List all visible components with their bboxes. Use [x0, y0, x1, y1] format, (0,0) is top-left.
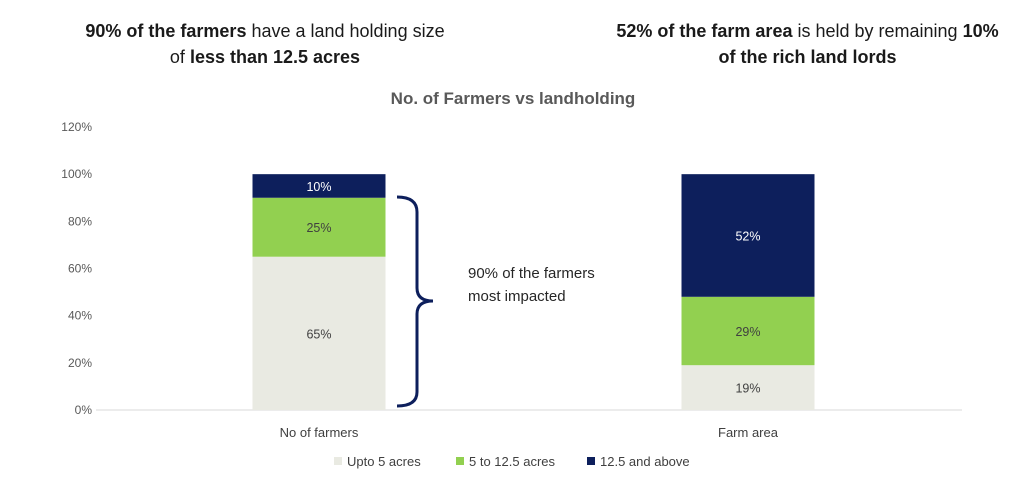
- headlines-right-line1-run: 52% of the farm area: [616, 21, 793, 41]
- y-axis-ticks: 0% 20% 40% 60% 80% 100% 120%: [61, 120, 92, 417]
- headlines-right-line1-run: is held by remaining: [792, 21, 963, 41]
- legend-label: 5 to 12.5 acres: [469, 454, 555, 469]
- y-tick-label: 0%: [75, 403, 93, 417]
- y-tick-label: 120%: [61, 120, 92, 134]
- annotation-line-1: 90% of the farmers: [468, 265, 595, 282]
- headline-right: 52% of the farm area is held by remainin…: [560, 18, 1024, 70]
- headline-left-line1: 90% of the farmers have a land holding s…: [40, 18, 490, 44]
- data-label: 65%: [306, 327, 331, 341]
- bar-segment: [252, 256, 386, 410]
- legend: Upto 5 acres 5 to 12.5 acres 12.5 and abov…: [334, 454, 690, 469]
- legend-swatch: [334, 457, 342, 465]
- headlines-left-line2-run: less than 12.5 acres: [189, 47, 361, 67]
- y-tick-label: 60%: [68, 262, 92, 276]
- y-tick-label: 80%: [68, 214, 92, 228]
- bar-segment: [681, 365, 815, 410]
- headlines-right-line1-run: 10%: [962, 21, 999, 41]
- headlines-right-line2-run: of the rich land lords: [718, 47, 897, 67]
- legend-swatch: [456, 457, 464, 465]
- chart-title: No. of Farmers vs landholding: [391, 89, 636, 108]
- y-tick-label: 100%: [61, 167, 92, 181]
- annotation-line-2: most impacted: [468, 288, 566, 305]
- bars: 65% 25% 10% 19% 29% 52%: [252, 174, 815, 410]
- legend-swatch: [587, 457, 595, 465]
- headline-left: 90% of the farmers have a land holding s…: [40, 18, 490, 70]
- headlines-left-line1-run: have a land holding size: [246, 21, 445, 41]
- headline-right-line2: of the rich land lords: [560, 44, 1024, 70]
- headlines-left-line2-run: of: [169, 47, 190, 67]
- bar-segment: [681, 296, 815, 366]
- bar-segment: [252, 174, 386, 198]
- legend-label: Upto 5 acres: [347, 454, 421, 469]
- bar-segment: [681, 174, 815, 297]
- bracket: [396, 195, 434, 408]
- data-label: 29%: [735, 325, 760, 339]
- x-axis-categories: No of farmers Farm area: [280, 425, 779, 440]
- headlines-left-line1-run: 90% of the farmers: [85, 21, 247, 41]
- data-label: 25%: [306, 221, 331, 235]
- x-tick-label: Farm area: [718, 425, 779, 440]
- data-label: 52%: [735, 229, 760, 243]
- headline-right-line1: 52% of the farm area is held by remainin…: [560, 18, 1024, 44]
- legend-label: 12.5 and above: [600, 454, 690, 469]
- headline-left-line2: of less than 12.5 acres: [40, 44, 490, 70]
- bar-segment: [252, 197, 386, 257]
- x-tick-label: No of farmers: [280, 425, 359, 440]
- y-tick-label: 40%: [68, 309, 92, 323]
- data-label: 19%: [735, 382, 760, 396]
- y-tick-label: 20%: [68, 356, 92, 370]
- data-label: 10%: [306, 180, 331, 194]
